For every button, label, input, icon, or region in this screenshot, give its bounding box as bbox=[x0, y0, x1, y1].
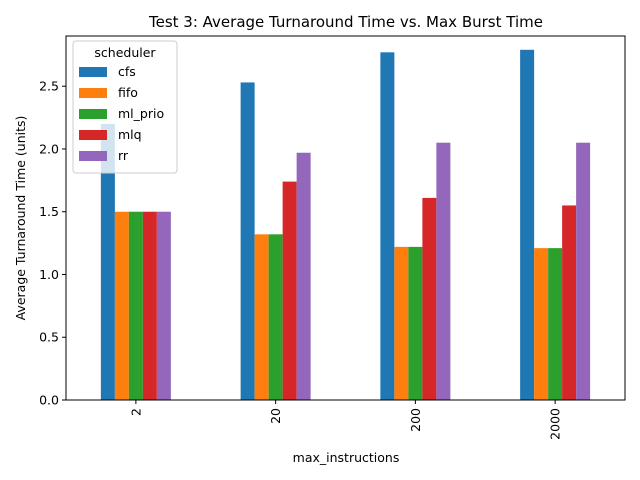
legend-label-fifo: fifo bbox=[118, 85, 138, 100]
legend-swatch-ml_prio bbox=[79, 109, 107, 119]
y-tick-label: 2.0 bbox=[39, 141, 59, 156]
legend-label-cfs: cfs bbox=[118, 64, 136, 79]
legend-label-ml_prio: ml_prio bbox=[118, 106, 164, 121]
x-tick-label: 200 bbox=[408, 408, 423, 432]
bar-ml_prio-2 bbox=[128, 211, 143, 400]
plot-frame bbox=[65, 35, 626, 401]
bar-rr-20 bbox=[296, 152, 311, 400]
x-tick-label: 20 bbox=[268, 408, 283, 424]
legend-swatch-rr bbox=[79, 151, 107, 161]
bar-cfs-200 bbox=[380, 52, 395, 401]
bar-fifo-20 bbox=[254, 234, 269, 400]
y-tick-label: 2.5 bbox=[39, 79, 59, 94]
legend-label-mlq: mlq bbox=[118, 127, 142, 142]
bar-ml_prio-20 bbox=[268, 234, 283, 400]
bar-fifo-2000 bbox=[534, 248, 549, 400]
bar-ml_prio-200 bbox=[408, 246, 423, 400]
x-tick-label: 2000 bbox=[548, 408, 563, 440]
bar-fifo-2 bbox=[114, 211, 129, 400]
bar-cfs-20 bbox=[240, 82, 255, 400]
y-tick-label: 1.5 bbox=[39, 204, 59, 219]
legend-title: scheduler bbox=[94, 45, 156, 60]
bar-fifo-200 bbox=[394, 246, 409, 400]
y-axis-label: Average Turnaround Time (units) bbox=[13, 116, 28, 321]
x-tick-label: 2 bbox=[128, 408, 143, 416]
bar-mlq-200 bbox=[422, 197, 437, 400]
bar-cfs-2000 bbox=[520, 49, 535, 401]
bars-group bbox=[100, 49, 591, 401]
y-tick-label: 0.5 bbox=[39, 330, 59, 345]
bar-mlq-20 bbox=[282, 181, 297, 400]
bar-mlq-2000 bbox=[562, 205, 577, 400]
bar-mlq-2 bbox=[142, 211, 157, 400]
legend-swatch-cfs bbox=[79, 67, 107, 77]
x-axis: 2 20 200 2000 bbox=[128, 400, 563, 440]
bar-ml_prio-2000 bbox=[548, 248, 563, 400]
legend-swatch-fifo bbox=[79, 88, 107, 98]
chart-title: Test 3: Average Turnaround Time vs. Max … bbox=[148, 13, 543, 31]
bar-cfs-2 bbox=[100, 123, 115, 401]
y-tick-label: 0.0 bbox=[39, 393, 59, 408]
x-axis-label: max_instructions bbox=[293, 450, 400, 465]
legend-label-rr: rr bbox=[118, 148, 129, 163]
bar-rr-200 bbox=[436, 142, 451, 401]
bar-rr-2 bbox=[156, 211, 171, 400]
legend-swatch-mlq bbox=[79, 130, 107, 140]
y-axis: 0.0 0.5 1.0 1.5 2.0 2.5 bbox=[39, 79, 66, 408]
bar-rr-2000 bbox=[576, 142, 591, 401]
y-tick-label: 1.0 bbox=[39, 267, 59, 282]
